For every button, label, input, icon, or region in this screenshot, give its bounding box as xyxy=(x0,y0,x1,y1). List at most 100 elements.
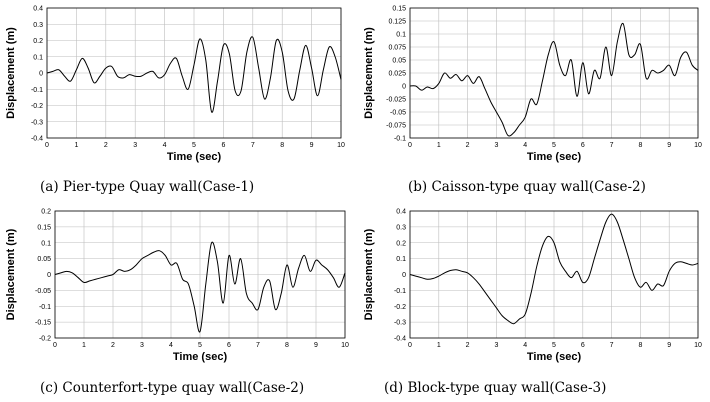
x-tick-label: 4 xyxy=(523,142,527,149)
displacement-series-line xyxy=(409,22,699,137)
x-tick-label: 6 xyxy=(581,342,585,349)
x-tick-label: 2 xyxy=(466,342,470,349)
y-tick-label: 0.2 xyxy=(41,209,51,216)
y-tick-label: 0.3 xyxy=(396,224,406,231)
x-tick-label: 0 xyxy=(408,142,412,149)
chart-caption: (a) Pier-type Quay wall(Case-1) xyxy=(40,179,254,195)
x-tick-label: 6 xyxy=(221,142,225,149)
chart-panel-1: 0 1 2 3 4 5 6 7 8 9 10 0.4 0.3 0.2 0.1 0 -0.1 -0.2 -0.3 -0.… xyxy=(5,6,345,196)
y-tick-label: -0.2 xyxy=(31,103,43,110)
x-tick-label: 7 xyxy=(610,342,614,349)
y-tick-label: -0.1 xyxy=(394,288,406,295)
x-tick-label: 7 xyxy=(251,142,255,149)
x-tick-label: 9 xyxy=(667,142,671,149)
x-tick-label: 1 xyxy=(74,142,78,149)
x-tick-label: 9 xyxy=(310,142,314,149)
chart-panel-3: 0 1 2 3 4 5 6 7 8 9 10 0.2 0.15 0.1 0.05 0 -0.05 -0.1 -0.1… xyxy=(5,209,349,397)
y-tick-label: 0.3 xyxy=(33,22,43,29)
y-tick-label: -0.1 xyxy=(39,304,51,311)
x-tick-label: 1 xyxy=(437,142,441,149)
x-tick-label: 8 xyxy=(638,142,642,149)
y-tick-label: 0 xyxy=(402,272,406,279)
y-tick-label: -0.05 xyxy=(35,288,51,295)
y-tick-label: 0 xyxy=(402,84,406,91)
x-tick-label: 8 xyxy=(638,342,642,349)
y-tick-label: 0.025 xyxy=(388,71,406,78)
x-tick-label: 2 xyxy=(111,342,115,349)
y-tick-label: 0.1 xyxy=(33,54,43,61)
y-tick-label: 0.1 xyxy=(41,240,51,247)
displacement-series-line xyxy=(409,213,699,325)
y-tick-label: -0.1 xyxy=(31,87,43,94)
x-tick-label: 5 xyxy=(192,142,196,149)
chart-caption: (b) Caisson-type quay wall(Case-2) xyxy=(408,179,646,195)
y-tick-label: -0.2 xyxy=(394,304,406,311)
x-tick-label: 8 xyxy=(280,142,284,149)
chart-caption: (c) Counterfort-type quay wall(Case-2) xyxy=(40,380,304,396)
y-tick-label: -0.075 xyxy=(386,123,406,130)
y-tick-label: 0.2 xyxy=(396,240,406,247)
x-tick-label: 5 xyxy=(552,342,556,349)
y-tick-label: -0.2 xyxy=(39,336,51,343)
x-tick-label: 10 xyxy=(694,142,702,149)
x-tick-label: 7 xyxy=(256,342,260,349)
x-tick-label: 7 xyxy=(610,142,614,149)
x-tick-label: 8 xyxy=(285,342,289,349)
y-tick-label: 0.2 xyxy=(33,38,43,45)
y-axis-label: Displacement (m) xyxy=(5,27,17,119)
x-axis-label: Time (sec) xyxy=(167,151,222,163)
x-tick-label: 5 xyxy=(198,342,202,349)
y-tick-label: -0.1 xyxy=(394,136,406,143)
y-tick-label: -0.3 xyxy=(31,119,43,126)
y-tick-label: 0.15 xyxy=(37,224,51,231)
x-tick-label: 0 xyxy=(408,342,412,349)
plot-frame xyxy=(409,7,699,139)
y-tick-label: -0.4 xyxy=(31,136,43,143)
y-tick-label: -0.4 xyxy=(394,336,406,343)
x-tick-label: 3 xyxy=(494,342,498,349)
x-tick-label: 10 xyxy=(694,342,702,349)
y-tick-label: 0.1 xyxy=(396,32,406,39)
x-tick-label: 9 xyxy=(314,342,318,349)
displacement-series-line xyxy=(54,241,346,333)
y-tick-label: -0.025 xyxy=(386,97,406,104)
x-tick-label: 6 xyxy=(227,342,231,349)
y-tick-label: 0.4 xyxy=(33,6,43,13)
y-tick-label: 0.05 xyxy=(392,58,406,65)
x-axis-label: Time (sec) xyxy=(527,151,582,163)
chart-caption: (d) Block-type quay wall(Case-3) xyxy=(384,380,606,396)
y-tick-label: -0.15 xyxy=(35,320,51,327)
x-tick-label: 4 xyxy=(523,342,527,349)
x-tick-label: 4 xyxy=(163,142,167,149)
chart-panel-2: 0 1 2 3 4 5 6 7 8 9 100.150.1250.10.0750.050.0250-… xyxy=(363,6,702,196)
y-tick-label: 0.075 xyxy=(388,45,406,52)
x-tick-label: 5 xyxy=(552,142,556,149)
x-tick-label: 4 xyxy=(169,342,173,349)
y-tick-label: 0.1 xyxy=(396,256,406,263)
x-tick-label: 9 xyxy=(667,342,671,349)
x-tick-label: 1 xyxy=(437,342,441,349)
y-axis-label: Displacement (m) xyxy=(5,228,17,320)
y-axis-label: Displacement (m) xyxy=(363,228,375,320)
y-tick-label: 0 xyxy=(39,71,43,78)
y-tick-label: 0 xyxy=(47,272,51,279)
x-tick-label: 3 xyxy=(494,142,498,149)
y-tick-label: 0.4 xyxy=(396,209,406,216)
displacement-series-line xyxy=(46,36,342,113)
y-tick-label: -0.3 xyxy=(394,320,406,327)
chart-panel-4: 0 1 2 3 4 5 6 7 8 9 10 0.4 0.3 0.2 0.1 0 -0.1 -0.2 -0.3 -0.… xyxy=(363,209,702,397)
x-tick-label: 3 xyxy=(133,142,137,149)
x-tick-label: 2 xyxy=(466,142,470,149)
x-axis-label: Time (sec) xyxy=(173,351,228,363)
x-tick-label: 2 xyxy=(104,142,108,149)
y-tick-label: 0.05 xyxy=(37,256,51,263)
x-tick-label: 3 xyxy=(140,342,144,349)
x-tick-label: 0 xyxy=(45,142,49,149)
y-tick-label: 0.15 xyxy=(392,6,406,13)
x-tick-label: 1 xyxy=(82,342,86,349)
y-tick-label: 0.125 xyxy=(388,19,406,26)
y-axis-label: Displacement (m) xyxy=(363,27,375,119)
y-tick-label: -0.05 xyxy=(390,110,406,117)
x-axis-label: Time (sec) xyxy=(527,351,582,363)
